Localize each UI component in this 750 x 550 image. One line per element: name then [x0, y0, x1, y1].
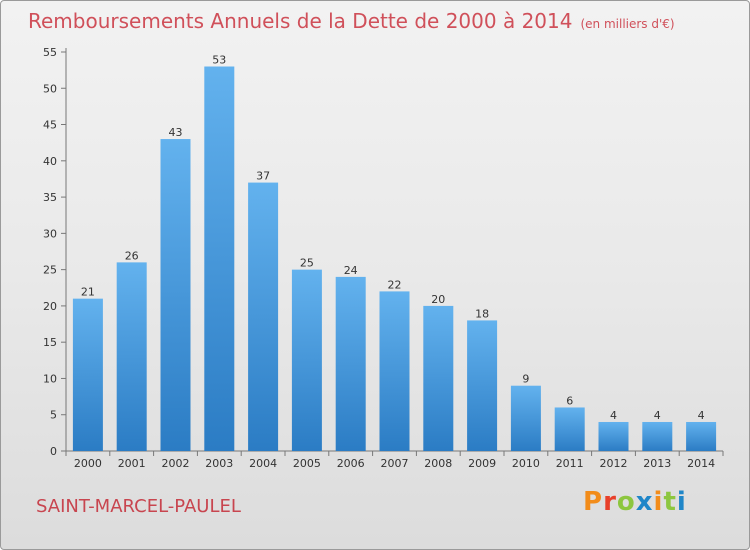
logo-letter: i: [676, 487, 687, 517]
x-tick-label: 2002: [162, 457, 190, 470]
bar: [335, 276, 366, 451]
y-tick-label: 55: [43, 46, 57, 59]
chart-title: Remboursements Annuels de la Dette de 20…: [28, 9, 675, 33]
bar-value-label: 53: [212, 54, 226, 67]
bar: [72, 298, 103, 451]
bar: [379, 291, 410, 451]
bar: [116, 262, 147, 451]
bar-value-label: 37: [256, 170, 270, 183]
bar: [291, 269, 322, 451]
logo-letter: r: [603, 487, 617, 517]
bar-value-label: 26: [125, 249, 139, 262]
x-tick-label: 2008: [424, 457, 452, 470]
bar-value-label: 9: [522, 373, 529, 386]
x-tick-label: 2007: [381, 457, 409, 470]
y-tick-label: 20: [43, 300, 57, 313]
y-tick-label: 15: [43, 336, 57, 349]
logo-letter: o: [616, 487, 636, 517]
bar: [423, 305, 454, 451]
bar-value-label: 4: [610, 409, 617, 422]
x-tick-label: 2014: [687, 457, 715, 470]
bar-value-label: 22: [388, 278, 402, 291]
x-tick-label: 2001: [118, 457, 146, 470]
x-tick-label: 2013: [643, 457, 671, 470]
bar: [686, 421, 717, 451]
y-tick-label: 35: [43, 191, 57, 204]
bar: [510, 385, 541, 451]
bar-value-label: 25: [300, 257, 314, 270]
y-tick-label: 40: [43, 155, 57, 168]
x-tick-label: 2009: [468, 457, 496, 470]
x-tick-label: 2003: [205, 457, 233, 470]
x-tick-label: 2000: [74, 457, 102, 470]
x-tick-label: 2004: [249, 457, 277, 470]
chart-unit: (en milliers d'€): [580, 17, 675, 31]
bar-value-label: 20: [431, 293, 445, 306]
bar: [554, 407, 585, 451]
chart-title-text: Remboursements Annuels de la Dette de 20…: [28, 9, 573, 33]
logo-letter: i: [653, 487, 664, 517]
y-tick-label: 30: [43, 227, 57, 240]
x-tick-label: 2010: [512, 457, 540, 470]
bar: [598, 421, 629, 451]
bar: [248, 182, 279, 451]
bar: [160, 139, 191, 451]
x-tick-label: 2006: [337, 457, 365, 470]
proxiti-logo: Proxiti: [583, 487, 687, 517]
bar-value-label: 18: [475, 307, 489, 320]
y-tick-label: 10: [43, 372, 57, 385]
x-tick-label: 2011: [556, 457, 584, 470]
bar-value-label: 6: [566, 394, 573, 407]
y-tick-label: 0: [50, 445, 57, 458]
bar-value-label: 43: [169, 126, 183, 139]
bar: [204, 66, 235, 451]
y-tick-label: 25: [43, 264, 57, 277]
x-tick-label: 2005: [293, 457, 321, 470]
logo-letter: t: [663, 487, 677, 517]
bar-value-label: 4: [654, 409, 661, 422]
commune-name: SAINT-MARCEL-PAULEL: [36, 496, 241, 517]
logo-letter: P: [583, 487, 604, 517]
bar-value-label: 24: [344, 264, 358, 277]
bar: [642, 421, 673, 451]
y-tick-label: 50: [43, 82, 57, 95]
bar: [467, 320, 498, 451]
bar-value-label: 4: [698, 409, 705, 422]
x-tick-label: 2012: [600, 457, 628, 470]
y-tick-label: 45: [43, 119, 57, 132]
bar-value-label: 21: [81, 286, 95, 299]
y-tick-label: 5: [50, 409, 57, 422]
logo-letter: x: [635, 487, 654, 517]
